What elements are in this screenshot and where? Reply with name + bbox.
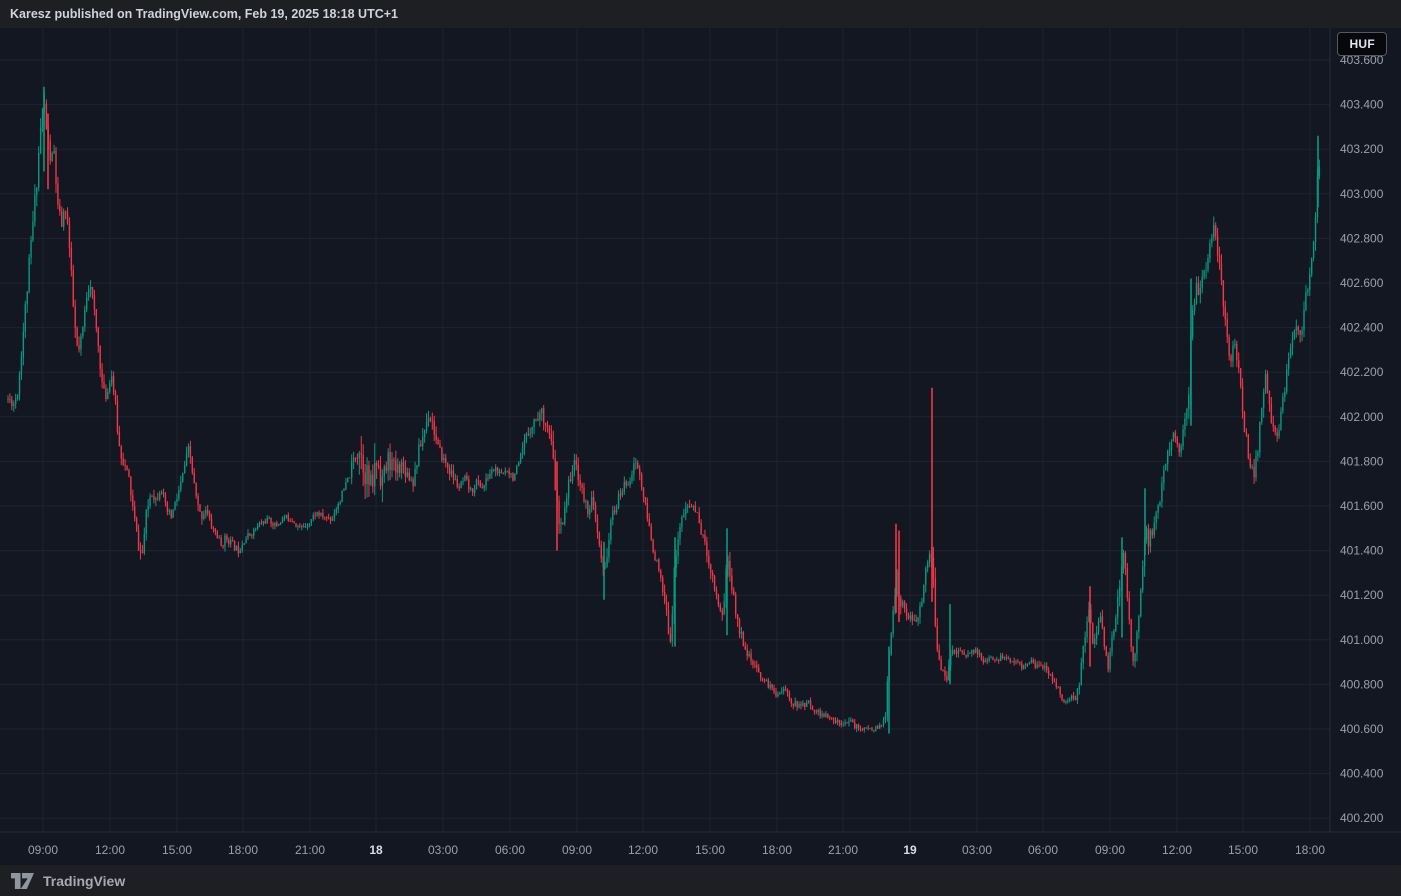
time-tick-label: 18:00 (228, 843, 258, 857)
price-tick-label: 401.600 (1340, 499, 1384, 513)
time-tick-label: 15:00 (1228, 843, 1258, 857)
price-tick-label: 402.600 (1340, 276, 1384, 290)
price-tick-label: 403.400 (1340, 98, 1384, 112)
time-tick-label: 18:00 (762, 843, 792, 857)
price-tick-label: 400.800 (1340, 677, 1384, 691)
price-tick-label: 400.400 (1340, 767, 1384, 781)
time-tick-label: 12:00 (628, 843, 658, 857)
price-tick-label: 403.000 (1340, 187, 1384, 201)
axis-separators (0, 28, 1401, 833)
time-axis[interactable]: 09:00 12:00 15:00 18:00 21:00 18 03:00 06:00 09:… (28, 843, 1325, 857)
time-tick-label: 06:00 (1028, 843, 1058, 857)
up-spikes (43, 86, 1319, 734)
price-tick-label: 400.600 (1340, 722, 1384, 736)
price-tick-label: 403.600 (1340, 53, 1384, 67)
tradingview-logo-icon[interactable] (11, 872, 34, 889)
price-tick-label: 403.200 (1340, 142, 1384, 156)
price-tick-label: 402.400 (1340, 321, 1384, 335)
price-axis[interactable]: 403.600 403.400 403.200 403.000 402.800 402.6… (1340, 53, 1384, 825)
grid-lines (0, 28, 1330, 832)
time-tick-label: 09:00 (1095, 843, 1125, 857)
header-text: Karesz published on TradingView.com, Feb… (10, 7, 398, 21)
chart-pane[interactable]: 403.600 403.400 403.200 403.000 402.800 402.6… (0, 28, 1401, 865)
down-spikes (47, 113, 1091, 667)
time-tick-label: 21:00 (828, 843, 858, 857)
header-bar: Karesz published on TradingView.com, Feb… (0, 0, 1401, 28)
time-tick-label: 15:00 (695, 843, 725, 857)
price-tick-label: 401.800 (1340, 454, 1384, 468)
time-tick-label: 09:00 (562, 843, 592, 857)
candlestick-chart[interactable]: 403.600 403.400 403.200 403.000 402.800 402.6… (0, 28, 1401, 865)
up-bodies (7, 103, 1321, 732)
time-tick-label: 18 (369, 843, 383, 857)
time-tick-label: 15:00 (162, 843, 192, 857)
price-tick-label: 401.400 (1340, 544, 1384, 558)
time-tick-label: 03:00 (962, 843, 992, 857)
price-tick-label: 402.200 (1340, 365, 1384, 379)
time-tick-label: 19 (903, 843, 917, 857)
time-tick-label: 21:00 (295, 843, 325, 857)
price-tick-label: 401.000 (1340, 633, 1384, 647)
price-tick-label: 401.200 (1340, 588, 1384, 602)
time-tick-label: 09:00 (28, 843, 58, 857)
down-wicks (9, 99, 1301, 732)
time-tick-label: 12:00 (1162, 843, 1192, 857)
currency-badge: HUF (1337, 32, 1387, 56)
time-tick-label: 12:00 (95, 843, 125, 857)
tradingview-brand-text[interactable]: TradingView (43, 872, 126, 889)
price-tick-label: 402.800 (1340, 231, 1384, 245)
price-tick-label: 402.000 (1340, 410, 1384, 424)
time-tick-label: 03:00 (428, 843, 458, 857)
time-tick-label: 06:00 (495, 843, 525, 857)
footer-bar: TradingView (0, 865, 1401, 896)
price-tick-label: 400.200 (1340, 811, 1384, 825)
time-tick-label: 18:00 (1295, 843, 1325, 857)
